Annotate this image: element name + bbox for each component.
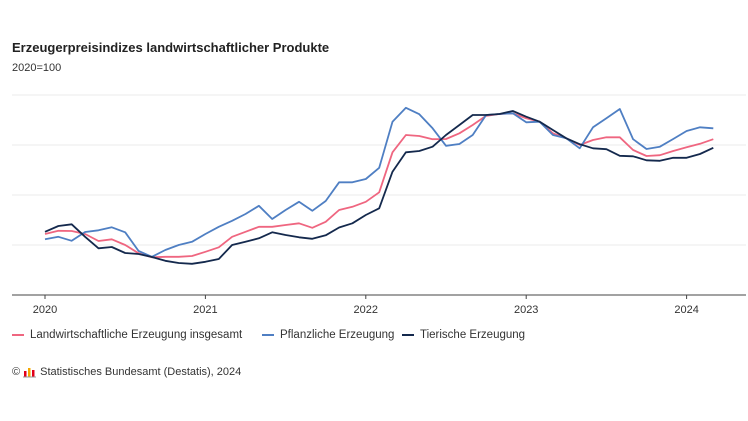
series-line-1 [44, 112, 714, 259]
chart-subtitle: 2020=100 [12, 62, 62, 74]
legend-swatch [12, 334, 24, 336]
legend-swatch [402, 334, 414, 336]
legend-item-tierisch[interactable]: Tierische Erzeugung [402, 329, 525, 341]
copyright-symbol: © [12, 366, 21, 378]
destatis-logo-icon [23, 367, 37, 377]
x-tick-label: 2023 [514, 304, 538, 316]
series-line-2 [44, 106, 714, 258]
legend-item-insgesamt[interactable]: Landwirtschaftliche Erzeugung insgesamt [12, 329, 242, 341]
x-tick-label: 2021 [193, 304, 217, 316]
source-note: © Statistisches Bundesamt (Destatis), 20… [12, 366, 241, 378]
legend-label: Pflanzliche Erzeugung [280, 329, 395, 341]
legend-label: Tierische Erzeugung [420, 329, 526, 341]
series-line-3 [44, 110, 714, 265]
legend-item-pflanzlich[interactable]: Pflanzliche Erzeugung [262, 329, 394, 341]
legend-swatch [262, 334, 274, 336]
chart-title: Erzeugerpreisindizes landwirtschaftliche… [12, 40, 330, 55]
source-text: Statistisches Bundesamt (Destatis), 2024 [40, 366, 242, 378]
x-tick-label: 2020 [33, 304, 57, 316]
x-tick-label: 2022 [354, 304, 378, 316]
legend-label: Landwirtschaftliche Erzeugung insgesamt [30, 329, 243, 341]
x-tick-label: 2024 [674, 304, 698, 316]
